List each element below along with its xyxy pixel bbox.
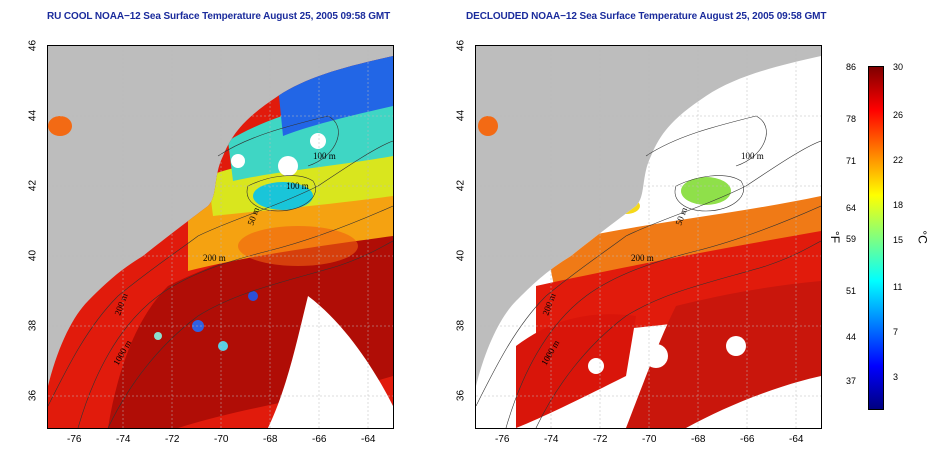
y-tick-label: 38 xyxy=(455,319,467,332)
fahrenheit-label: 64 xyxy=(846,203,857,213)
right-map-title: DECLOUDED NOAA−12 Sea Surface Temperatur… xyxy=(466,11,827,22)
y-tick-label: 36 xyxy=(27,389,39,402)
celsius-label: 18 xyxy=(893,200,904,210)
contour-label: 200 m xyxy=(631,253,654,263)
contour-label: 100 m xyxy=(313,151,336,161)
x-tick-label: -70 xyxy=(214,434,229,445)
celsius-label: 22 xyxy=(893,155,904,165)
x-tick-label: -66 xyxy=(740,434,755,445)
temperature-colorbar xyxy=(868,66,884,410)
x-tick-label: -76 xyxy=(495,434,510,445)
contour-label: 200 m xyxy=(203,253,226,263)
y-tick-label: 46 xyxy=(455,39,467,52)
fahrenheit-label: 86 xyxy=(846,62,857,72)
y-tick-label: 42 xyxy=(455,179,467,192)
x-tick-label: -70 xyxy=(642,434,657,445)
celsius-label: 7 xyxy=(893,327,899,337)
celsius-label: 15 xyxy=(893,235,904,245)
y-tick-label: 46 xyxy=(27,39,39,52)
y-tick-label: 42 xyxy=(27,179,39,192)
x-tick-label: -68 xyxy=(691,434,706,445)
x-tick-label: -64 xyxy=(361,434,376,445)
y-tick-label: 40 xyxy=(455,249,467,262)
celsius-label: 3 xyxy=(893,372,899,382)
y-tick-label: 36 xyxy=(455,389,467,402)
x-tick-label: -72 xyxy=(165,434,180,445)
x-tick-label: -68 xyxy=(263,434,278,445)
celsius-label: 26 xyxy=(893,110,904,120)
fahrenheit-label: 71 xyxy=(846,156,857,166)
fahrenheit-label: 51 xyxy=(846,286,857,296)
celsius-label: 11 xyxy=(893,282,903,292)
fahrenheit-label: 59 xyxy=(846,234,857,244)
x-tick-label: -74 xyxy=(544,434,559,445)
x-tick-label: -66 xyxy=(312,434,327,445)
x-tick-label: -76 xyxy=(67,434,82,445)
right-sst-map: 100 m 50 m 200 m 200 m 1000 m xyxy=(475,45,822,429)
y-tick-label: 44 xyxy=(27,109,39,122)
fahrenheit-unit: °F xyxy=(828,230,843,244)
x-tick-label: -72 xyxy=(593,434,608,445)
y-tick-label: 40 xyxy=(27,249,39,262)
fahrenheit-label: 44 xyxy=(846,332,857,342)
celsius-unit: °C xyxy=(915,230,930,244)
fahrenheit-label: 37 xyxy=(846,376,857,386)
y-tick-label: 44 xyxy=(455,109,467,122)
fahrenheit-label: 78 xyxy=(846,114,857,124)
x-tick-label: -64 xyxy=(789,434,804,445)
y-tick-label: 38 xyxy=(27,319,39,332)
contour-label: 100 m xyxy=(741,151,764,161)
celsius-label: 30 xyxy=(893,62,904,72)
left-map-title: RU COOL NOAA−12 Sea Surface Temperature … xyxy=(47,11,391,22)
x-tick-label: -74 xyxy=(116,434,131,445)
left-sst-map: 100 m 100 m 50 m 200 m 200 m 1000 m xyxy=(47,45,394,429)
